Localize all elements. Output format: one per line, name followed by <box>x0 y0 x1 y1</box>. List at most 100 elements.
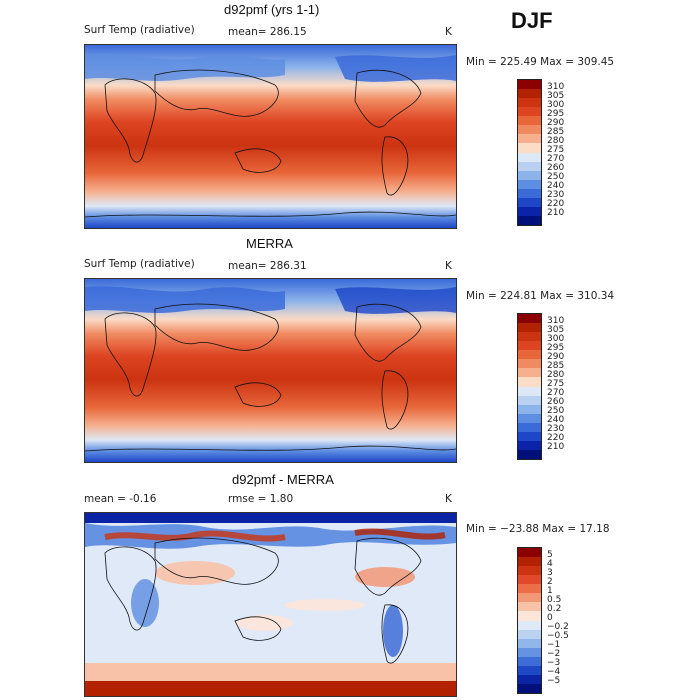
panel-2-units: K <box>445 260 452 272</box>
colorbar-swatch <box>518 638 541 648</box>
colorbar-swatch <box>518 647 541 657</box>
colorbar-swatch <box>518 422 541 432</box>
panel-3-map-graphic <box>85 513 456 696</box>
colorbar-swatch <box>518 404 541 414</box>
colorbar-swatch <box>518 395 541 405</box>
colorbar-swatch <box>518 683 541 693</box>
panel-2-tick-label: 240 <box>547 415 565 425</box>
panel-1-map-graphic <box>85 45 456 228</box>
panel-3-tick-label: 0.2 <box>547 604 562 614</box>
panel-2-tick-label: 305 <box>547 325 565 335</box>
colorbar-swatch <box>518 197 541 207</box>
panel-2-colorbar <box>517 313 542 460</box>
colorbar-swatch <box>518 449 541 459</box>
panel-3-tick-label: 4 <box>547 559 553 569</box>
panel-1-title: d92pmf (yrs 1-1) <box>224 2 320 17</box>
panel-3-tick-label: −2 <box>547 649 561 659</box>
colorbar-swatch <box>518 440 541 450</box>
panel-1-tick-label: 305 <box>547 91 565 101</box>
panel-1-units: K <box>445 26 452 38</box>
panel-1-colorbar <box>517 79 542 226</box>
colorbar-swatch <box>518 656 541 666</box>
colorbar-swatch <box>518 629 541 639</box>
panel-3-tick-label: 1 <box>547 586 553 596</box>
panel-1-tick-label: 310 <box>547 82 565 92</box>
panel-2-tick-label: 290 <box>547 352 565 362</box>
colorbar-swatch <box>518 152 541 162</box>
panel-2-tick-label: 210 <box>547 442 565 452</box>
colorbar-swatch <box>518 413 541 423</box>
colorbar-swatch <box>518 377 541 387</box>
panel-2-tick-label: 295 <box>547 343 565 353</box>
panel-1-tick-label: 230 <box>547 190 565 200</box>
colorbar-swatch <box>518 368 541 378</box>
panel-2-map-graphic <box>85 279 456 462</box>
colorbar-swatch <box>518 593 541 603</box>
colorbar-swatch <box>518 584 541 594</box>
colorbar-swatch <box>518 143 541 153</box>
panel-3-units: K <box>445 493 452 505</box>
panel-2-mean: mean= 286.31 <box>228 260 307 272</box>
colorbar-swatch <box>518 575 541 585</box>
panel-1-tick-label: 295 <box>547 109 565 119</box>
panel-3-tick-label: 2 <box>547 577 553 587</box>
panel-1-mean: mean= 286.15 <box>228 26 307 38</box>
colorbar-swatch <box>518 188 541 198</box>
panel-1-tick-label: 285 <box>547 127 565 137</box>
colorbar-swatch <box>518 134 541 144</box>
panel-1-map <box>84 44 457 229</box>
colorbar-swatch <box>518 557 541 567</box>
panel-2-variable-label: Surf Temp (radiative) <box>84 258 195 270</box>
colorbar-swatch <box>518 116 541 126</box>
panel-1-tick-label: 260 <box>547 163 565 173</box>
panel-3-tick-label: −0.5 <box>547 631 569 641</box>
panel-3-minmax: Min = −23.88 Max = 17.18 <box>466 523 610 535</box>
panel-1-variable-label: Surf Temp (radiative) <box>84 24 195 36</box>
panel-3-tick-label: 0 <box>547 613 553 623</box>
panel-3-map <box>84 512 457 697</box>
panel-2-tick-label: 230 <box>547 424 565 434</box>
panel-1-tick-label: 290 <box>547 118 565 128</box>
season-label: DJF <box>511 8 553 33</box>
colorbar-swatch <box>518 665 541 675</box>
colorbar-swatch <box>518 674 541 684</box>
panel-2-tick-label: 270 <box>547 388 565 398</box>
panel-3-tick-label: −3 <box>547 658 561 668</box>
panel-1-tick-label: 250 <box>547 172 565 182</box>
panel-2-tick-label: 310 <box>547 316 565 326</box>
panel-1-tick-label: 210 <box>547 208 565 218</box>
panel-1-minmax: Min = 225.49 Max = 309.45 <box>466 56 615 68</box>
panel-2-tick-label: 220 <box>547 433 565 443</box>
colorbar-swatch <box>518 611 541 621</box>
panel-3-colorbar <box>517 547 542 694</box>
colorbar-swatch <box>518 620 541 630</box>
panel-3-tick-label: −4 <box>547 667 561 677</box>
colorbar-swatch <box>518 341 541 351</box>
colorbar-swatch <box>518 323 541 333</box>
panel-2-tick-label: 250 <box>547 406 565 416</box>
panel-3-title: d92pmf - MERRA <box>232 472 334 487</box>
colorbar-swatch <box>518 548 541 558</box>
panel-1-tick-label: 270 <box>547 154 565 164</box>
panel-3-tick-label: −1 <box>547 640 561 650</box>
colorbar-swatch <box>518 161 541 171</box>
panel-3-tick-label: 0.5 <box>547 595 562 605</box>
panel-3-tick-label: −0.2 <box>547 622 569 632</box>
panel-3-tick-label: −5 <box>547 676 561 686</box>
colorbar-swatch <box>518 314 541 324</box>
panel-1-tick-label: 275 <box>547 145 565 155</box>
colorbar-swatch <box>518 431 541 441</box>
colorbar-swatch <box>518 107 541 117</box>
panel-2-tick-label: 300 <box>547 334 565 344</box>
colorbar-swatch <box>518 170 541 180</box>
panel-3-tick-label: 5 <box>547 550 553 560</box>
colorbar-swatch <box>518 206 541 216</box>
panel-1-tick-label: 240 <box>547 181 565 191</box>
panel-3-rmse: rmse = 1.80 <box>228 493 294 505</box>
panel-2-minmax: Min = 224.81 Max = 310.34 <box>466 290 615 302</box>
colorbar-swatch <box>518 566 541 576</box>
colorbar-swatch <box>518 359 541 369</box>
panel-2-tick-label: 275 <box>547 379 565 389</box>
panel-3-mean: mean = -0.16 <box>84 493 157 505</box>
colorbar-swatch <box>518 179 541 189</box>
